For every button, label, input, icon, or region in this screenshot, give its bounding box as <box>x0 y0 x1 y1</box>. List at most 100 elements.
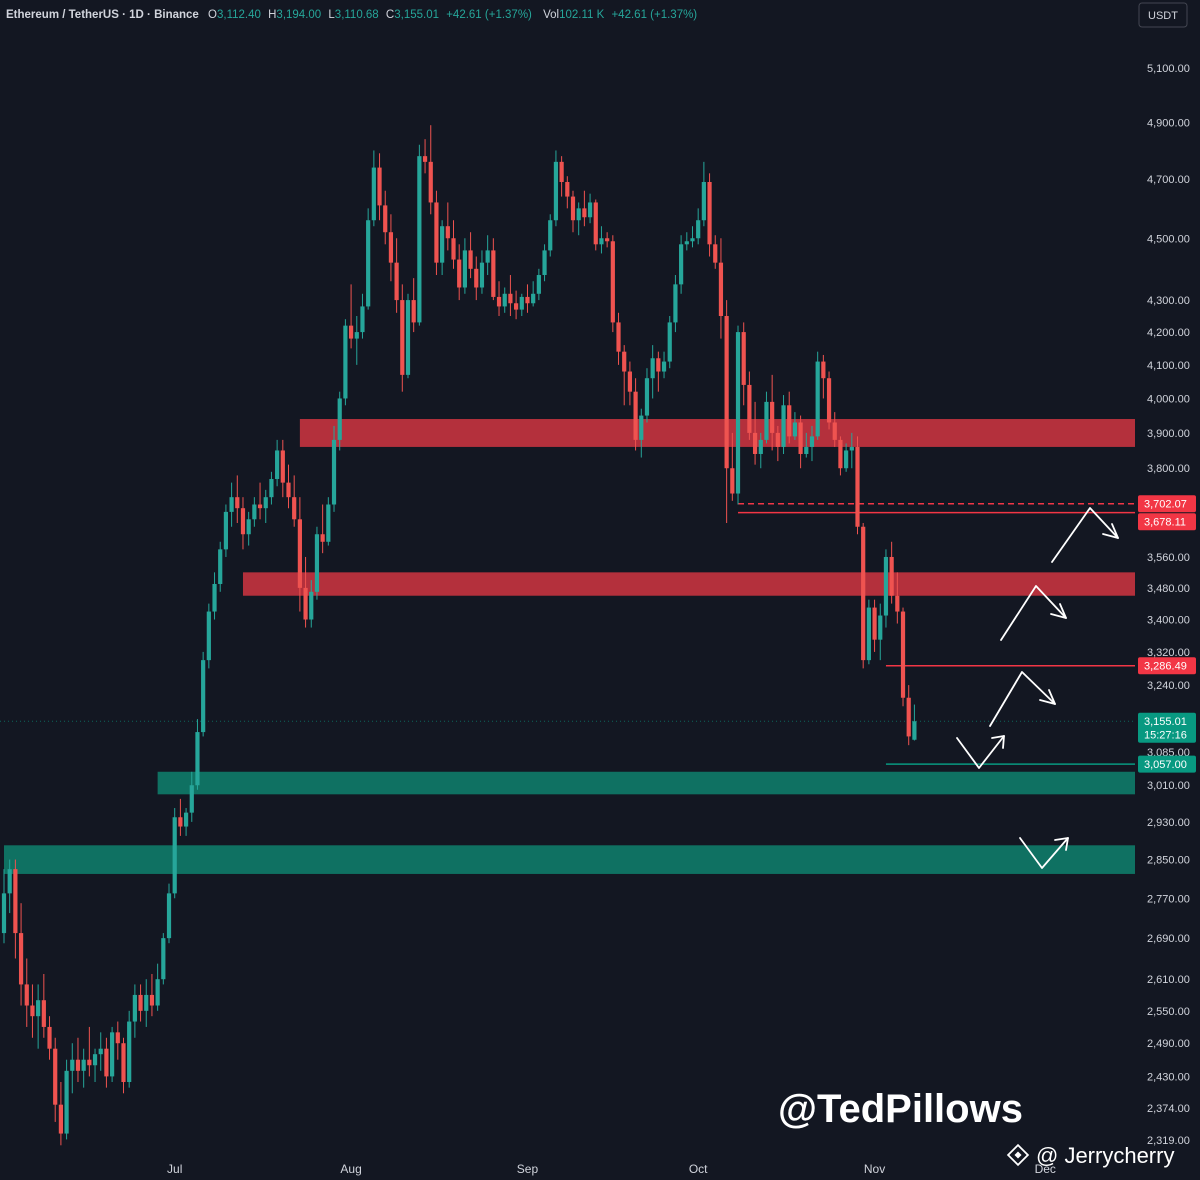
candle-33[interactable] <box>189 771 194 822</box>
candle-8[interactable] <box>47 1016 52 1060</box>
candle-23[interactable] <box>132 984 137 1038</box>
candle-5[interactable] <box>30 984 35 1038</box>
candle-38[interactable] <box>218 541 223 592</box>
candle-159[interactable] <box>906 685 911 746</box>
candle-112[interactable] <box>639 408 644 458</box>
candle-49[interactable] <box>280 439 285 498</box>
candle-116[interactable] <box>661 351 667 379</box>
candle-148[interactable] <box>844 443 849 472</box>
candle-150[interactable] <box>855 436 860 535</box>
candle-24[interactable] <box>138 984 143 1022</box>
candle-57[interactable] <box>326 497 331 546</box>
resistance-zone-0[interactable] <box>299 419 1135 447</box>
candle-81[interactable] <box>462 238 467 294</box>
candle-21[interactable] <box>121 1037 126 1094</box>
candle-9[interactable] <box>53 1037 58 1122</box>
candle-102[interactable] <box>582 190 587 227</box>
candle-31[interactable] <box>178 798 183 836</box>
candle-35[interactable] <box>201 651 206 737</box>
candle-14[interactable] <box>81 1048 86 1088</box>
candle-105[interactable] <box>599 226 604 254</box>
candle-157[interactable] <box>895 572 900 624</box>
candle-147[interactable] <box>838 436 843 476</box>
candle-44[interactable] <box>252 497 257 527</box>
candle-146[interactable] <box>832 412 837 447</box>
candle-145[interactable] <box>826 371 832 430</box>
candle-50[interactable] <box>286 464 291 509</box>
candle-27[interactable] <box>155 963 160 1011</box>
candle-108[interactable] <box>616 312 621 365</box>
candle-30[interactable] <box>172 808 177 899</box>
candle-42[interactable] <box>240 497 246 550</box>
candle-129[interactable] <box>735 325 741 505</box>
candle-138[interactable] <box>787 391 792 444</box>
candle-144[interactable] <box>821 354 826 399</box>
candle-51[interactable] <box>292 475 297 527</box>
candle-131[interactable] <box>747 371 752 440</box>
candle-28[interactable] <box>161 933 166 985</box>
candle-62[interactable] <box>354 315 359 365</box>
candle-61[interactable] <box>348 284 354 349</box>
candle-64[interactable] <box>366 208 371 310</box>
candle-16[interactable] <box>92 1048 98 1083</box>
candle-98[interactable] <box>559 156 564 197</box>
candle-91[interactable] <box>519 293 524 316</box>
candle-125[interactable] <box>713 235 718 269</box>
candle-73[interactable] <box>417 144 422 326</box>
candle-119[interactable] <box>679 235 684 294</box>
candle-52[interactable] <box>297 497 302 612</box>
candle-132[interactable] <box>752 401 758 465</box>
candle-153[interactable] <box>872 599 877 652</box>
candle-118[interactable] <box>673 275 678 333</box>
candle-110[interactable] <box>627 361 632 406</box>
candle-6[interactable] <box>36 984 41 1049</box>
candle-137[interactable] <box>781 395 786 454</box>
candle-75[interactable] <box>428 125 433 215</box>
candle-58[interactable] <box>331 425 337 512</box>
candle-13[interactable] <box>75 1037 81 1083</box>
candle-117[interactable] <box>667 315 672 369</box>
candle-135[interactable] <box>770 374 775 451</box>
price-axis[interactable]: 5,100.00 4,900.00 4,700.00 4,500.00 4,300.00… <box>1147 63 1190 1147</box>
candle-67[interactable] <box>383 190 388 245</box>
candle-85[interactable] <box>485 235 490 276</box>
candle-160[interactable] <box>912 704 917 741</box>
candle-77[interactable] <box>440 220 445 276</box>
candle-115[interactable] <box>656 351 661 392</box>
candle-99[interactable] <box>565 176 570 209</box>
candle-0[interactable] <box>1 869 7 944</box>
candle-139[interactable] <box>792 412 798 440</box>
candle-63[interactable] <box>360 293 365 339</box>
candle-2[interactable] <box>13 859 18 959</box>
candle-154[interactable] <box>878 603 883 661</box>
candle-152[interactable] <box>866 599 871 665</box>
candle-3[interactable] <box>18 903 24 1006</box>
candle-97[interactable] <box>553 150 559 227</box>
candle-87[interactable] <box>496 281 502 316</box>
candle-88[interactable] <box>502 287 507 313</box>
candle-34[interactable] <box>195 719 200 790</box>
time-axis[interactable]: Jul Aug Sep Oct Nov Dec <box>167 1162 1056 1176</box>
candle-25[interactable] <box>144 979 149 1027</box>
candle-106[interactable] <box>605 232 610 248</box>
candle-76[interactable] <box>434 190 439 276</box>
candle-89[interactable] <box>508 275 513 316</box>
candle-140[interactable] <box>798 415 803 469</box>
candle-130[interactable] <box>741 322 746 406</box>
candle-111[interactable] <box>633 378 638 451</box>
candle-95[interactable] <box>542 244 547 282</box>
candle-22[interactable] <box>127 1010 132 1088</box>
candle-53[interactable] <box>303 556 308 628</box>
candle-68[interactable] <box>388 214 394 282</box>
candle-121[interactable] <box>690 226 695 248</box>
candle-156[interactable] <box>889 541 894 604</box>
candle-55[interactable] <box>314 526 320 600</box>
candle-45[interactable] <box>257 482 263 520</box>
candle-32[interactable] <box>183 808 189 836</box>
support-zone-3[interactable] <box>4 845 1135 874</box>
candle-90[interactable] <box>514 290 519 320</box>
candle-155[interactable] <box>883 549 889 628</box>
candle-114[interactable] <box>650 345 655 399</box>
candle-74[interactable] <box>422 139 428 174</box>
